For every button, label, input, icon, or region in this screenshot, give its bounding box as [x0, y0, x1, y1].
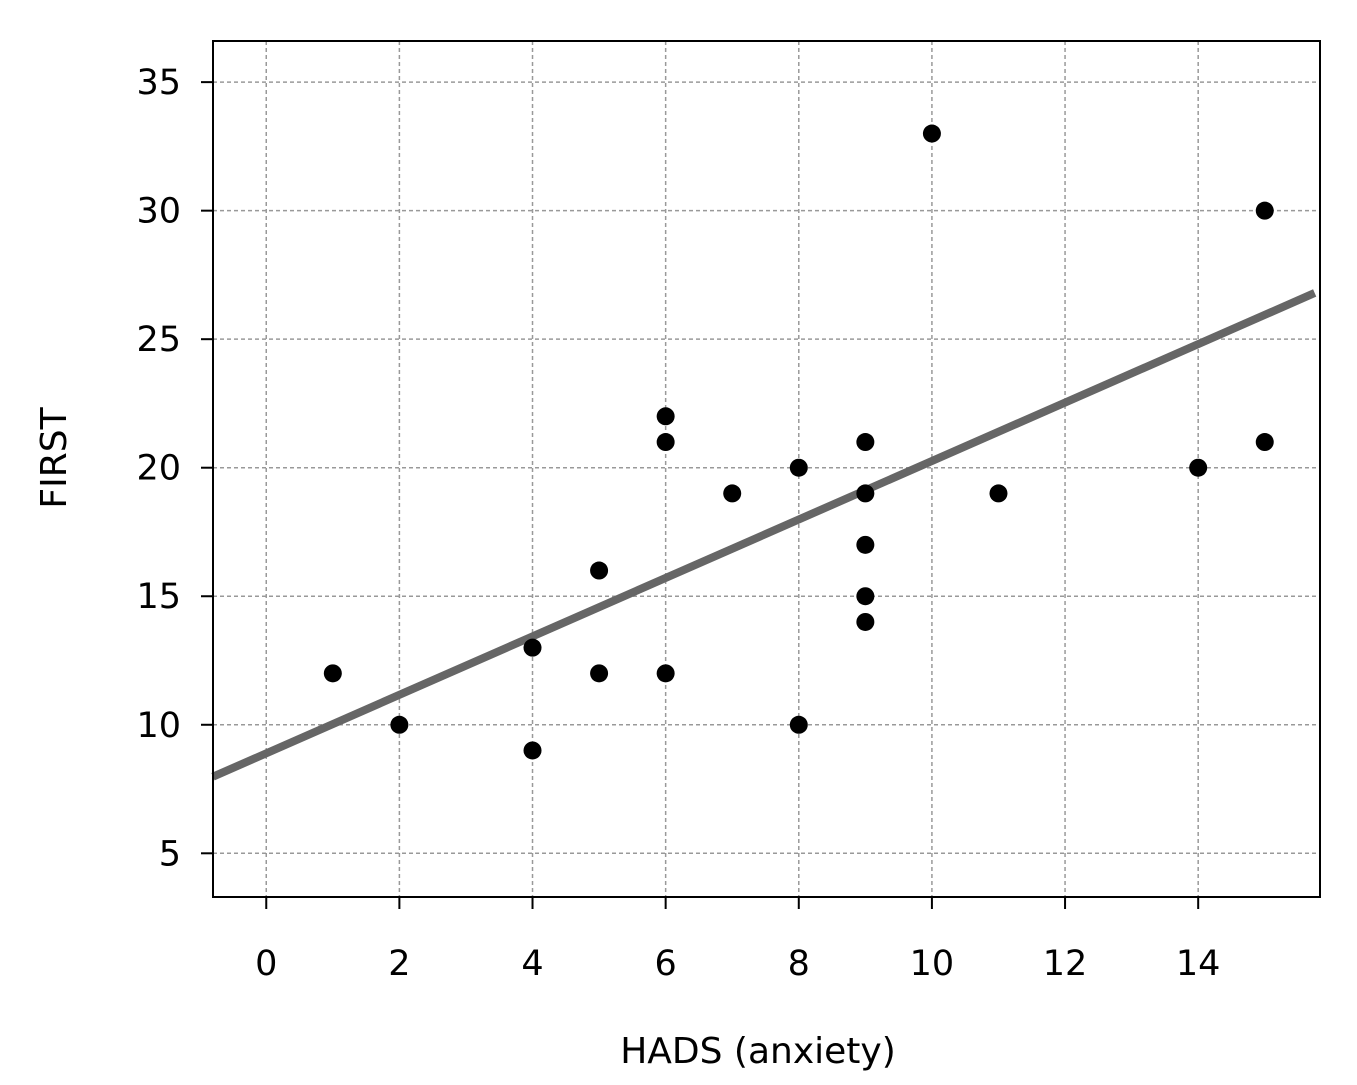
x-tick-label: 0: [255, 944, 277, 984]
x-tick-label: 10: [910, 944, 955, 984]
x-tick-label: 12: [1043, 944, 1088, 984]
y-tick-label: 30: [136, 192, 181, 232]
data-point: [789, 715, 808, 734]
y-tick-label: 20: [136, 449, 181, 489]
data-point: [723, 484, 742, 503]
data-point: [856, 587, 875, 606]
data-point: [656, 407, 675, 426]
data-point: [856, 484, 875, 503]
y-axis-label: FIRST: [34, 406, 75, 508]
data-point: [656, 433, 675, 452]
data-point: [323, 664, 342, 683]
y-tick-label: 10: [136, 706, 181, 746]
regression-line: [211, 289, 1317, 781]
y-tick-label: 5: [159, 834, 181, 874]
data-point: [856, 433, 875, 452]
data-point: [789, 458, 808, 477]
y-tick-label: 15: [136, 577, 181, 617]
x-tick-label: 4: [521, 944, 543, 984]
data-point: [856, 612, 875, 631]
x-tick-label: 2: [388, 944, 410, 984]
data-point: [590, 561, 609, 580]
data-point: [523, 638, 542, 657]
data-point: [390, 715, 409, 734]
y-tick-label: 35: [136, 63, 181, 103]
data-point: [1255, 433, 1274, 452]
data-point: [989, 484, 1008, 503]
data-point: [656, 664, 675, 683]
data-point: [1255, 201, 1274, 220]
data-point: [590, 664, 609, 683]
data-point: [856, 535, 875, 554]
x-tick-label: 8: [788, 944, 810, 984]
data-point: [1189, 458, 1208, 477]
x-tick-label: 14: [1176, 944, 1221, 984]
data-point: [523, 741, 542, 760]
y-tick-label: 25: [136, 320, 181, 360]
x-tick-label: 6: [655, 944, 677, 984]
x-axis-label: HADS (anxiety): [620, 1031, 896, 1072]
plot-frame: [212, 40, 1321, 898]
data-point: [922, 124, 941, 143]
